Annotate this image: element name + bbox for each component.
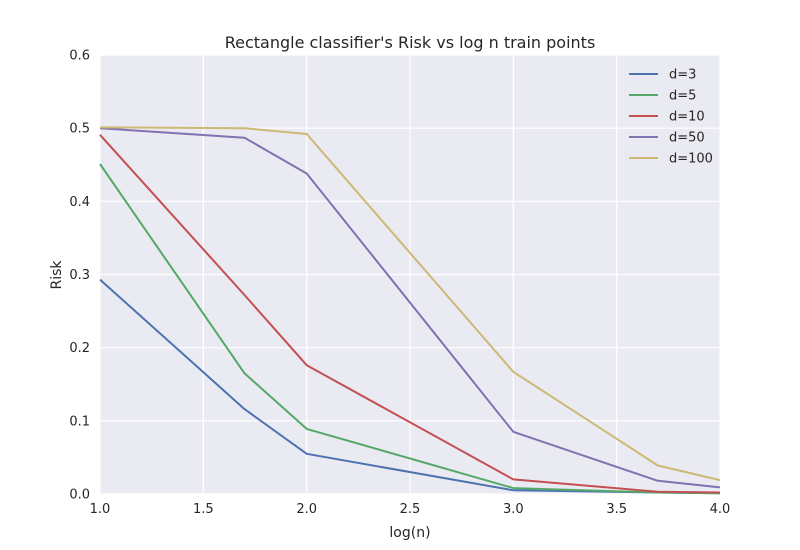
y-axis-label: Risk: [49, 260, 65, 290]
grid: [99, 54, 721, 495]
series-line-d-10: [99, 134, 721, 494]
legend-label: d=10: [669, 110, 705, 125]
x-axis-label: log(n): [389, 525, 430, 541]
y-tick-label: 0.2: [69, 341, 90, 356]
series-line-d-100: [99, 126, 721, 482]
legend: d=3 d=5 d=10 d=50 d=100: [629, 68, 713, 167]
y-tick-label: 0.1: [69, 414, 90, 429]
x-tick-label: 2.5: [400, 502, 421, 517]
x-tick-label: 3.5: [606, 502, 627, 517]
y-tick-label: 0.0: [69, 488, 90, 503]
y-tick-label: 0.5: [69, 122, 90, 137]
y-ticks: 0.0 0.1 0.2 0.3 0.4 0.5 0.6: [69, 49, 90, 503]
x-tick-label: 3.0: [503, 502, 524, 517]
series-lines: [99, 126, 721, 495]
chart-title: Rectangle classifier's Risk vs log n tra…: [225, 33, 596, 52]
x-tick-label: 1.5: [193, 502, 214, 517]
y-tick-label: 0.4: [69, 195, 90, 210]
legend-label: d=100: [669, 152, 713, 167]
x-ticks: 1.0 1.5 2.0 2.5 3.0 3.5 4.0: [90, 502, 731, 517]
legend-label: d=50: [669, 131, 705, 146]
x-tick-label: 1.0: [90, 502, 111, 517]
x-tick-label: 2.0: [296, 502, 317, 517]
legend-label: d=3: [669, 68, 696, 83]
legend-label: d=5: [669, 89, 696, 104]
y-tick-label: 0.6: [69, 49, 90, 64]
y-tick-label: 0.3: [69, 268, 90, 283]
series-line-d-50: [99, 127, 721, 489]
x-tick-label: 4.0: [710, 502, 731, 517]
